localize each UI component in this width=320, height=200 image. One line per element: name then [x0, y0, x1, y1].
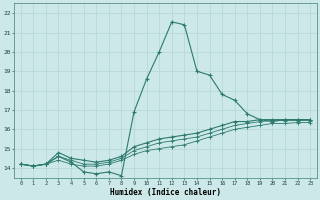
X-axis label: Humidex (Indice chaleur): Humidex (Indice chaleur): [110, 188, 221, 197]
